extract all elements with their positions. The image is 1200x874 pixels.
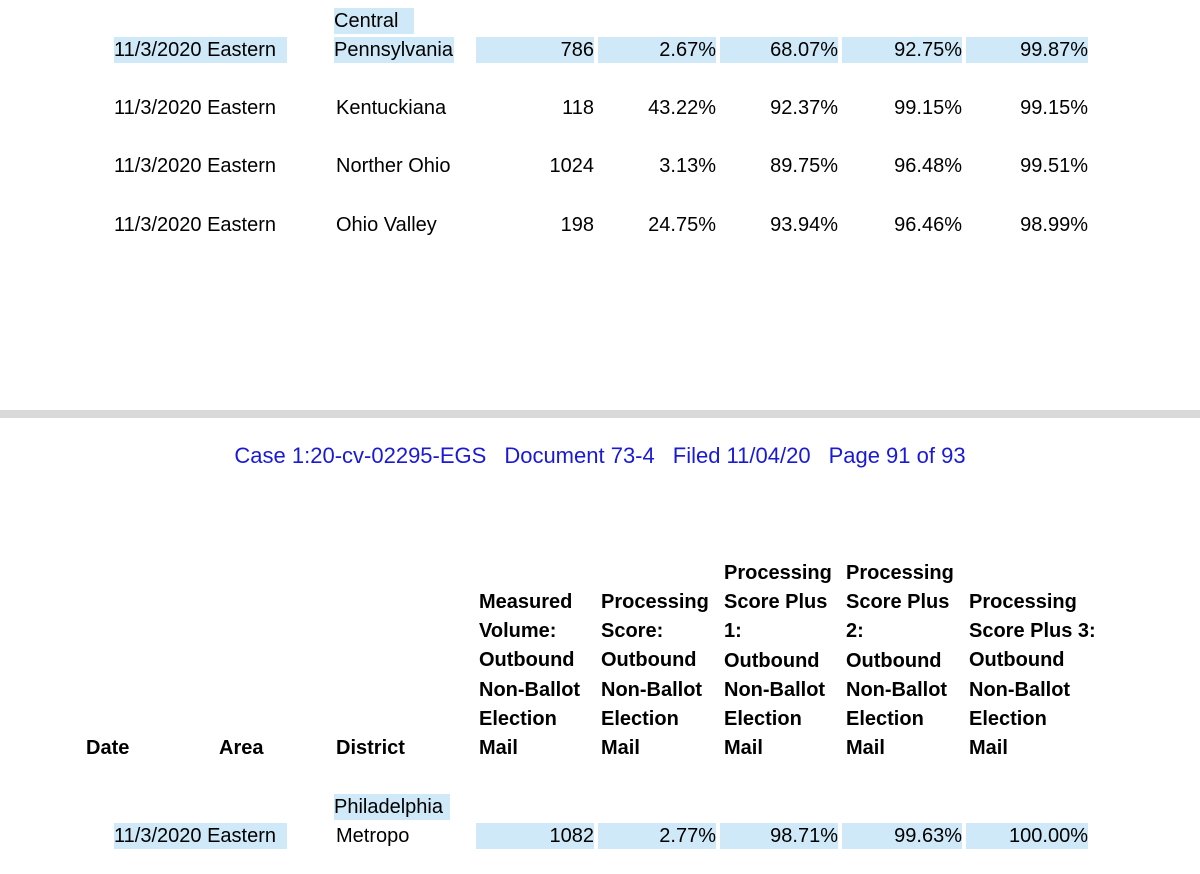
row-plus1: 89.75%: [770, 155, 838, 177]
row-score: 43.22%: [648, 97, 716, 119]
row-district: Norther Ohio: [336, 155, 451, 177]
row-plus2: 96.46%: [894, 214, 962, 236]
case-header: Case 1:20-cv-02295-EGS Document 73-4 Filed…: [0, 442, 1200, 470]
row-district-line1: Philadelphia: [334, 794, 450, 820]
row-score: 2.67%: [598, 37, 716, 63]
header-score-plus-1: Processing Score Plus 1: Outbound Non-Ba…: [724, 562, 832, 760]
row-date-area: 11/3/2020 Eastern: [114, 97, 276, 119]
page-separator: [0, 410, 1200, 418]
row-score: 3.13%: [659, 155, 716, 177]
row-score: 24.75%: [648, 214, 716, 236]
row-date-area: 11/3/2020 Eastern: [114, 214, 276, 236]
row-plus3: 99.15%: [1020, 97, 1088, 119]
row-volume: 1024: [549, 155, 595, 177]
document-number: Document 73-4: [504, 443, 655, 468]
header-date: Date: [86, 737, 130, 759]
row-district-line1: Central: [334, 8, 414, 34]
row-plus1: 98.71%: [720, 823, 838, 849]
row-plus1: 68.07%: [720, 37, 838, 63]
case-number: Case 1:20-cv-02295-EGS: [234, 443, 487, 468]
row-score: 2.77%: [598, 823, 716, 849]
row-district-line2: Metropo: [336, 825, 410, 847]
header-area: Area: [219, 737, 264, 759]
row-plus1: 92.37%: [770, 97, 838, 119]
header-score-plus-2: Processing Score Plus 2: Outbound Non-Ba…: [846, 562, 954, 760]
header-score-plus-3: Processing Score Plus 3: Outbound Non-Ba…: [969, 591, 1096, 760]
row-volume: 1082: [476, 823, 594, 849]
row-volume: 118: [562, 97, 594, 119]
row-plus3: 98.99%: [1020, 214, 1088, 236]
row-plus2: 99.15%: [894, 97, 962, 119]
row-district-line2: Pennsylvania: [334, 37, 454, 63]
row-volume: 786: [476, 37, 594, 63]
row-volume: 198: [560, 214, 594, 236]
header-measured-volume: Measured Volume: Outbound Non-Ballot Ele…: [479, 591, 581, 760]
row-plus3: 100.00%: [966, 823, 1088, 849]
header-processing-score: Processing Score: Outbound Non-Ballot El…: [601, 591, 709, 760]
page-91-top: [0, 418, 1200, 874]
filed-date: Filed 11/04/20: [672, 443, 811, 468]
row-district: Ohio Valley: [336, 214, 437, 236]
row-plus2: 99.63%: [842, 823, 962, 849]
row-plus3: 99.51%: [1020, 155, 1088, 177]
row-date-area: 11/3/2020 Eastern: [114, 155, 276, 177]
page-number: Page 91 of 93: [828, 443, 966, 468]
row-plus2: 92.75%: [842, 37, 962, 63]
row-district: Kentuckiana: [336, 97, 447, 119]
page-90-bottom: [0, 0, 1200, 410]
row-plus3: 99.87%: [966, 37, 1088, 63]
row-date-area: 11/3/2020 Eastern: [114, 37, 287, 63]
row-date-area: 11/3/2020 Eastern: [114, 823, 287, 849]
row-plus1: 93.94%: [770, 214, 838, 236]
header-district: District: [336, 737, 405, 759]
row-plus2: 96.48%: [894, 155, 962, 177]
